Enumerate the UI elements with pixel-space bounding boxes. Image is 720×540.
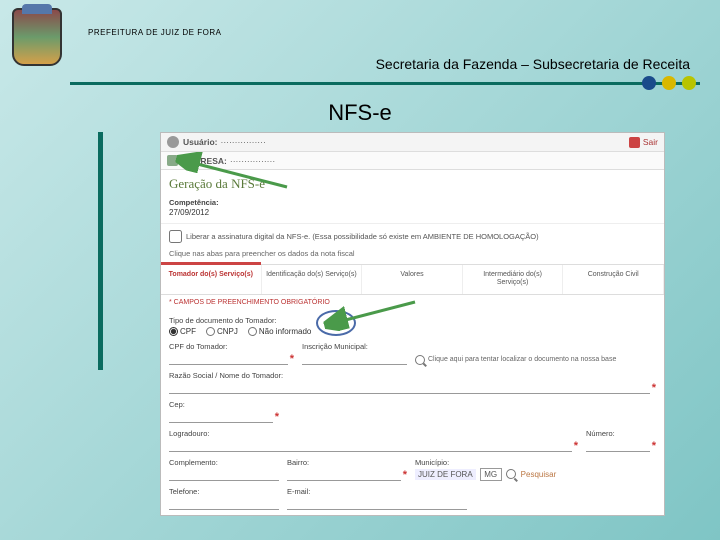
inscricao-hint[interactable]: Clique aqui para tentar localizar o docu… <box>428 356 616 363</box>
numero-label: Número: <box>586 429 656 438</box>
liberar-row: Liberar a assinatura digital da NFS-e. (… <box>161 224 664 249</box>
city-crest <box>12 8 62 66</box>
uf-value: MG <box>480 468 502 481</box>
tab-identificacao[interactable]: Identificação do(s) Serviço(s) <box>262 265 363 294</box>
usuario-label: Usuário: <box>183 137 217 147</box>
email-input[interactable] <box>287 497 467 510</box>
logradouro-req: * <box>574 440 578 452</box>
search-icon-2 <box>506 469 516 479</box>
razao-input[interactable] <box>169 381 650 394</box>
liberar-label: Liberar a assinatura digital da NFS-e. (… <box>186 232 539 241</box>
search-icon[interactable] <box>415 355 425 365</box>
numero-req: * <box>652 440 656 452</box>
telefone-label: Telefone: <box>169 487 279 496</box>
competencia-value: 27/09/2012 <box>169 208 209 217</box>
pesquisar-link[interactable]: Pesquisar <box>506 469 557 479</box>
bairro-input[interactable] <box>287 468 401 481</box>
complemento-input[interactable] <box>169 468 279 481</box>
razao-label: Razão Social / Nome do Tomador: <box>169 371 656 380</box>
radio-nao-informado[interactable]: Não informado <box>248 327 311 336</box>
prefeitura-label: PREFEITURA DE JUIZ DE FORA <box>88 28 221 37</box>
razao-req: * <box>652 382 656 394</box>
radio-nao-input[interactable] <box>248 327 257 336</box>
slide-header: PREFEITURA DE JUIZ DE FORA Secretaria da… <box>0 0 720 66</box>
logout-label: Sair <box>643 137 658 147</box>
numero-input[interactable] <box>586 439 650 452</box>
tab-valores[interactable]: Valores <box>362 265 463 294</box>
municipio-value: JUIZ DE FORA <box>415 469 476 480</box>
radio-cpf-input[interactable] <box>169 327 178 336</box>
logradouro-label: Logradouro: <box>169 429 578 438</box>
user-icon <box>167 136 179 148</box>
logout-link[interactable]: Sair <box>629 137 658 148</box>
radio-cnpj[interactable]: CNPJ <box>206 327 238 336</box>
annotation-arrow-2 <box>310 294 420 344</box>
cpf-req: * <box>290 353 294 365</box>
cep-input[interactable] <box>169 410 273 423</box>
competencia-label: Competência: <box>169 198 656 207</box>
telefone-input[interactable] <box>169 497 279 510</box>
left-accent-bar <box>98 132 103 370</box>
radio-cnpj-input[interactable] <box>206 327 215 336</box>
tab-strip: Tomador do(s) Serviço(s) Identificação d… <box>161 264 664 295</box>
tab-construcao[interactable]: Construção Civil <box>563 265 664 294</box>
usuario-value: ················ <box>220 137 265 147</box>
cpf-input[interactable] <box>169 352 288 365</box>
logout-icon <box>629 137 640 148</box>
bairro-req: * <box>403 469 407 481</box>
bairro-label: Bairro: <box>287 458 407 467</box>
tab-intermediario[interactable]: Intermediário do(s) Serviço(s) <box>463 265 564 294</box>
decor-dot-green <box>682 76 696 90</box>
decor-dot-yellow <box>662 76 676 90</box>
header-rule <box>70 82 700 85</box>
email-label: E-mail: <box>287 487 467 496</box>
municipio-label: Município: <box>415 458 656 467</box>
cpf-label: CPF do Tomador: <box>169 342 294 351</box>
tab-tomador[interactable]: Tomador do(s) Serviço(s) <box>161 265 262 294</box>
decor-dot-blue <box>642 76 656 90</box>
annotation-arrow-1 <box>172 152 292 192</box>
subtitle: Secretaria da Fazenda – Subsecretaria de… <box>376 56 690 72</box>
slide-title: NFS-e <box>0 100 720 126</box>
pesquisar-label: Pesquisar <box>521 470 557 479</box>
logradouro-input[interactable] <box>169 439 572 452</box>
cep-req: * <box>275 411 279 423</box>
radio-cpf[interactable]: CPF <box>169 327 196 336</box>
liberar-checkbox[interactable] <box>169 230 182 243</box>
competencia-row: Competência: 27/09/2012 <box>161 194 664 224</box>
user-bar: Usuário: ················ Sair <box>161 133 664 152</box>
inscricao-input[interactable] <box>302 352 407 365</box>
complemento-label: Complemento: <box>169 458 279 467</box>
cep-label: Cep: <box>169 400 279 409</box>
